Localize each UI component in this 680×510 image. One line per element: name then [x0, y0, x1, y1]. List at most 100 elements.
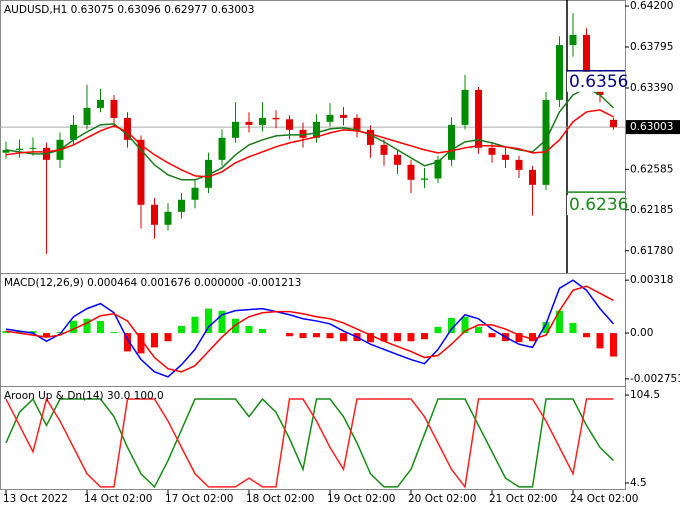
candle-body: [191, 187, 199, 200]
macd-title: MACD(12,26,9) 0.000464 0.001676 0.000000…: [4, 277, 301, 289]
histogram-bar: [340, 333, 347, 342]
level-label-box: [567, 195, 625, 216]
frame: [0, 0, 626, 490]
histogram-bar: [218, 310, 226, 334]
histogram-bar: [421, 333, 428, 340]
histogram-bar: [16, 331, 23, 334]
histogram-bar: [448, 317, 455, 334]
x-tick-label: 13 Oct 2022: [3, 493, 68, 505]
candle-body: [178, 199, 185, 212]
candle-body: [83, 107, 91, 125]
x-tick-label: 24 Oct 02:00: [570, 493, 638, 505]
histogram-bar: [326, 333, 334, 339]
candle-body: [340, 114, 347, 118]
candle-body: [97, 99, 104, 108]
price-title: AUDUSD,H1 0.63075 0.63096 0.62977 0.6300…: [4, 4, 254, 16]
histogram-bar: [488, 333, 496, 338]
histogram-bar: [286, 333, 293, 337]
histogram-bar: [569, 322, 577, 334]
histogram-bar: [394, 333, 401, 342]
level-label: 0.6236: [569, 195, 628, 215]
line: [5, 397, 614, 489]
histogram-bar: [191, 316, 199, 334]
x-tick-label: 21 Oct 02:00: [489, 493, 557, 505]
ohlc: 0.63003: [211, 4, 254, 16]
candle-body: [569, 34, 577, 45]
candle-body: [421, 178, 428, 180]
line: [5, 397, 615, 489]
histogram-bar: [124, 333, 131, 352]
histogram-bar: [83, 318, 91, 334]
histogram-bar: [529, 333, 536, 342]
candle-body: [232, 121, 239, 138]
histogram-bar: [313, 333, 320, 338]
candle-body: [515, 159, 523, 170]
candle-body: [259, 117, 266, 125]
line: [5, 285, 614, 373]
candle-body: [394, 154, 401, 165]
histogram-bar: [245, 325, 253, 334]
histogram-bar: [475, 326, 482, 334]
histogram-bar: [596, 333, 604, 349]
candle-body: [313, 121, 320, 138]
x-tick-label: 18 Oct 02:00: [246, 493, 314, 505]
histogram-bar: [515, 333, 523, 343]
x-tick-label: 20 Oct 02:00: [408, 493, 476, 505]
histogram-bar: [259, 328, 266, 334]
candle-body: [124, 117, 131, 140]
histogram-bar: [583, 333, 590, 338]
histogram-bar: [367, 333, 374, 343]
candle-body: [583, 34, 590, 75]
candle-body: [367, 129, 374, 145]
level-label: 0.6356: [569, 72, 628, 92]
candle-body: [16, 148, 23, 150]
line: [5, 279, 615, 378]
histogram-bar: [299, 333, 307, 339]
candle-body: [137, 139, 145, 205]
y-tick-label: 0.63795: [630, 41, 673, 53]
candle-body: [407, 164, 415, 180]
histogram-bar: [110, 332, 118, 334]
candle-body: [2, 149, 10, 153]
y-tick-label: 0.61780: [630, 245, 673, 257]
candle-body: [151, 204, 158, 225]
histogram-bar: [205, 308, 212, 334]
histogram-bar: [137, 333, 145, 354]
candle-body: [326, 114, 334, 122]
candle-body: [434, 159, 442, 179]
candle-body: [70, 124, 77, 140]
candle-body: [488, 147, 496, 155]
y-tick-label: 0.64200: [630, 0, 673, 12]
line: [5, 109, 614, 178]
candle-body: [529, 169, 536, 185]
histogram-bar: [43, 333, 50, 338]
ohlc: 0.63075: [71, 4, 114, 16]
candle-body: [461, 89, 469, 125]
y-tick-label: 0.62585: [630, 163, 673, 175]
candle-body: [380, 144, 388, 155]
histogram-bar: [56, 332, 64, 334]
candle-body: [610, 119, 617, 128]
candle-body: [164, 211, 172, 225]
x-tick-label: 19 Oct 02:00: [327, 493, 395, 505]
x-tick-label: 17 Oct 02:00: [165, 493, 233, 505]
candle-body: [502, 154, 509, 160]
histogram-bar: [70, 320, 77, 334]
ohlc: 0.63096: [117, 4, 161, 16]
y-tick-label: 0.00318: [630, 274, 673, 286]
histogram-bar: [29, 331, 37, 334]
price-label: 0.63003: [630, 121, 673, 133]
histogram-bar: [164, 333, 172, 342]
symbol: AUDUSD,H1: [4, 4, 67, 16]
histogram-bar: [461, 316, 469, 334]
candle-body: [29, 147, 37, 149]
candle-body: [205, 159, 212, 188]
candle-body: [448, 124, 455, 160]
y-tick-label: 0.63390: [630, 82, 673, 94]
y-tick-label: 0.00: [630, 327, 653, 339]
ohlc: 0.62977: [164, 4, 207, 16]
candle-body: [272, 117, 280, 120]
histogram-bar: [151, 333, 158, 348]
